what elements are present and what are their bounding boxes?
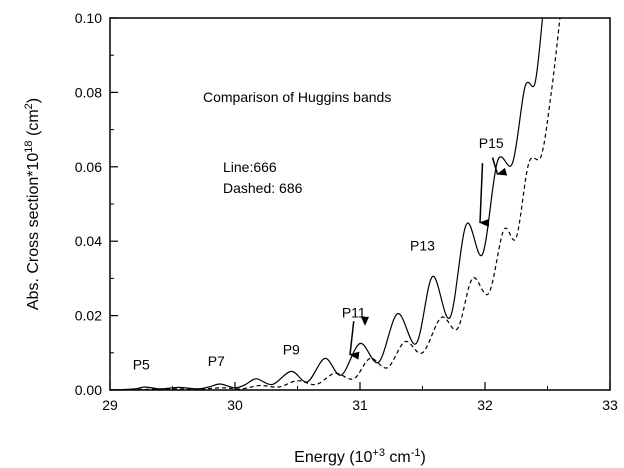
chart-title: Comparison of Huggins bands — [203, 89, 391, 105]
x-tick-label: 32 — [477, 397, 493, 413]
y-tick-labels: 0.00 0.02 0.04 0.06 0.08 0.10 — [75, 10, 102, 398]
peak-label-p15: P15 — [479, 135, 504, 151]
annotation-arrow — [349, 321, 360, 360]
plot-frame — [109, 17, 611, 391]
series-layer — [109, 17, 561, 391]
peak-label-p7: P7 — [208, 353, 225, 369]
y-tick-label: 0.04 — [75, 233, 102, 249]
series-line-solid — [109, 17, 544, 391]
y-tick-label: 0.08 — [75, 84, 102, 100]
axis-ticks — [109, 17, 611, 391]
y-tick-label: 0.10 — [75, 10, 102, 26]
annotation-arrow — [491, 157, 508, 176]
y-tick-label: 0.06 — [75, 159, 102, 175]
arrow-layer — [349, 157, 508, 360]
peak-label-p9: P9 — [283, 342, 300, 358]
y-tick-label: 0.00 — [75, 382, 102, 398]
peak-label-p13: P13 — [410, 238, 435, 254]
x-tick-label: 33 — [602, 397, 618, 413]
x-tick-label: 31 — [352, 397, 368, 413]
annotation-arrowhead — [361, 316, 369, 326]
x-tick-label: 30 — [227, 397, 243, 413]
peak-label-p11: P11 — [342, 304, 366, 320]
peak-labels: P5 P7 P9 P11 P13 P15 — [133, 135, 504, 372]
annotation-arrow — [479, 163, 490, 227]
x-tick-labels: 29 30 31 32 33 — [102, 397, 618, 413]
y-axis-title: Abs. Cross section*1018 (cm2) — [23, 98, 42, 310]
x-axis-title: Energy (10+3 cm-1) — [294, 447, 426, 466]
series-line-dashed — [109, 17, 561, 391]
x-tick-label: 29 — [102, 397, 118, 413]
legend-line-1: Line:666 — [223, 159, 277, 175]
y-tick-label: 0.02 — [75, 308, 102, 324]
legend-line-2: Dashed: 686 — [223, 180, 303, 196]
peak-label-p5: P5 — [133, 357, 150, 373]
